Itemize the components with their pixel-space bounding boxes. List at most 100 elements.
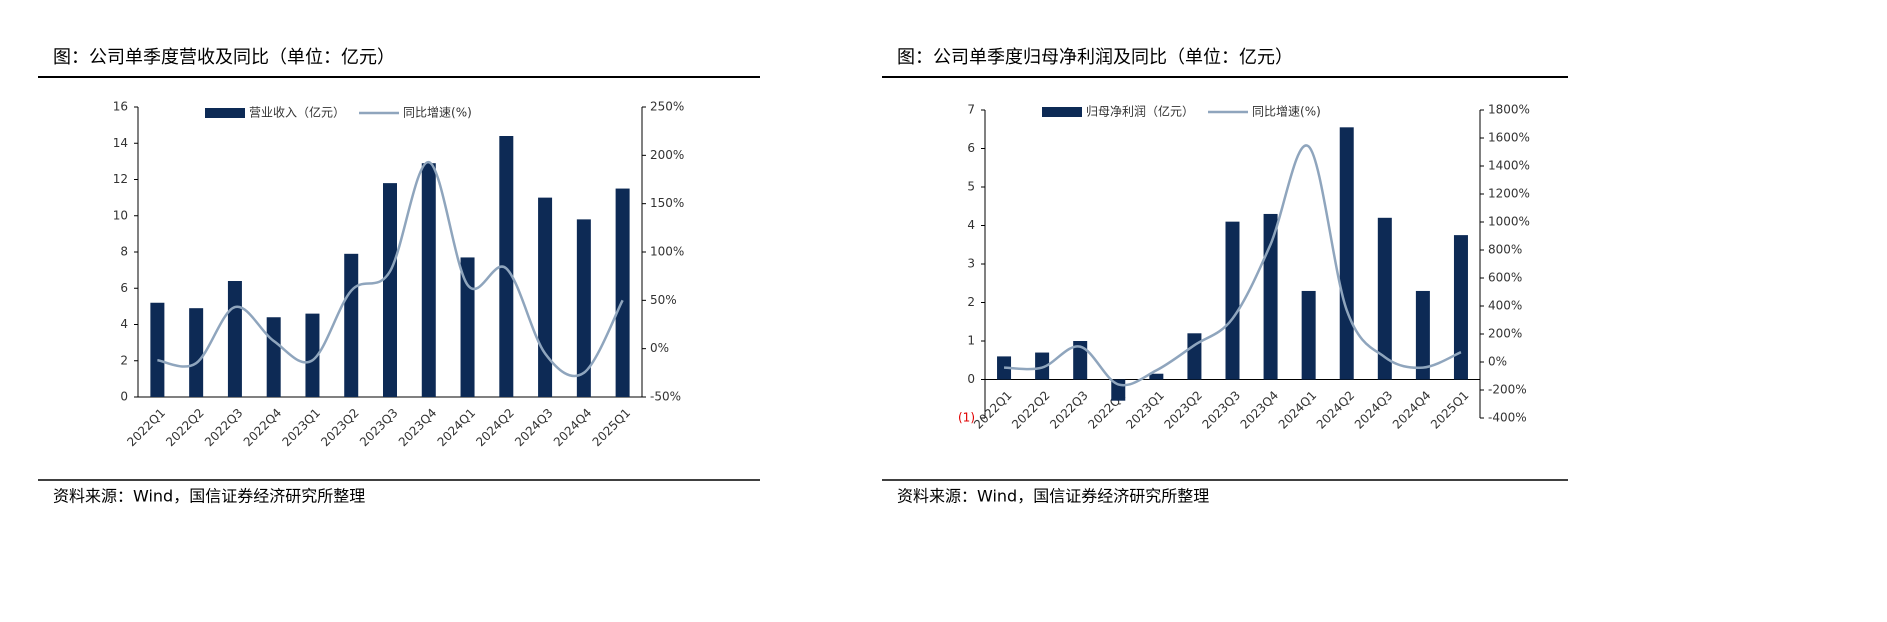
bar	[1263, 213, 1278, 380]
x-tick-label: 2025Q1	[1428, 388, 1472, 432]
y2-tick-label: 1800%	[1488, 103, 1530, 117]
y-tick-label: 2	[120, 353, 128, 367]
y-tick-label: 10	[113, 208, 128, 222]
x-tick-label: 2023Q3	[1200, 388, 1244, 432]
x-tick-label: 2024Q2	[1314, 388, 1358, 432]
x-tick-label: 2022Q4	[241, 406, 285, 450]
bar	[1225, 221, 1240, 380]
legend-label: 同比增速(%)	[403, 106, 472, 120]
bar	[305, 313, 320, 397]
x-tick-label: 2022Q3	[1047, 388, 1091, 432]
x-tick-label: 2022Q3	[202, 406, 246, 450]
bar	[1073, 341, 1088, 380]
y-tick-label: 5	[967, 180, 975, 194]
x-tick-label: 2024Q4	[1390, 388, 1434, 432]
legend-swatch	[205, 108, 245, 118]
bar	[1187, 333, 1202, 380]
bar	[227, 281, 242, 397]
source-note: 资料来源：Wind，国信证券经济研究所整理	[53, 487, 365, 506]
y2-tick-label: 100%	[650, 245, 684, 259]
bar	[1377, 217, 1392, 380]
bar	[576, 219, 591, 397]
bar	[615, 188, 630, 397]
y-tick-label: 14	[113, 136, 128, 150]
chart: 图：公司单季度营收及同比（单位：亿元） 资料来源：Wind，国信证券经济研究所整理…	[38, 47, 760, 506]
y-tick-label: 0	[120, 390, 128, 404]
y-tick-label: 3	[967, 257, 975, 271]
line	[157, 160, 624, 378]
y2-tick-label: 1600%	[1488, 131, 1530, 145]
bar	[1035, 352, 1050, 380]
x-tick-label: 2023Q4	[396, 406, 440, 450]
bar	[1339, 127, 1354, 380]
y-tick-label: 0	[967, 372, 975, 386]
bar	[1415, 290, 1430, 380]
y2-tick-label: 200%	[650, 148, 684, 162]
bar	[266, 317, 281, 397]
y2-tick-label: -200%	[1488, 383, 1527, 397]
y2-tick-label: 1400%	[1488, 159, 1530, 173]
chart: 图：公司单季度归母净利润及同比（单位：亿元） 资料来源：Wind，国信证券经济研究…	[882, 47, 1568, 506]
x-tick-label: 2022Q2	[163, 406, 207, 450]
bar	[1453, 235, 1468, 380]
y2-tick-label: -400%	[1488, 411, 1527, 425]
y2-tick-label: 200%	[1488, 327, 1522, 341]
x-tick-label: 2023Q3	[357, 406, 401, 450]
bar	[538, 197, 553, 397]
legend-label: 归母净利润（亿元）	[1086, 104, 1194, 119]
x-tick-label: 2022Q1	[971, 388, 1015, 432]
x-tick-label: 2022Q2	[1009, 388, 1053, 432]
x-tick-label: 2024Q1	[435, 406, 479, 450]
y-tick-label: 12	[113, 172, 128, 186]
y2-tick-label: 0%	[1488, 355, 1507, 369]
y-tick-label: 7	[967, 103, 975, 117]
x-tick-label: 2024Q1	[1276, 388, 1320, 432]
bar	[460, 257, 475, 397]
y2-tick-label: 400%	[1488, 299, 1522, 313]
y-tick-label: (1)	[958, 411, 975, 425]
y2-tick-label: 150%	[650, 196, 684, 210]
source-note: 资料来源：Wind，国信证券经济研究所整理	[897, 487, 1209, 506]
chart-title: 图：公司单季度归母净利润及同比（单位：亿元）	[897, 47, 1293, 68]
y-tick-label: 4	[120, 317, 128, 331]
bar	[150, 302, 165, 397]
bar	[421, 163, 436, 397]
x-tick-label: 2023Q4	[1238, 388, 1282, 432]
x-tick-label: 2024Q4	[551, 406, 595, 450]
y2-tick-label: 50%	[650, 293, 677, 307]
y-tick-label: 6	[120, 281, 128, 295]
x-tick-label: 2022Q1	[124, 406, 168, 450]
bar	[499, 136, 514, 397]
legend-swatch	[1042, 107, 1082, 117]
legend-label: 营业收入（亿元）	[249, 105, 345, 120]
y2-tick-label: 1200%	[1488, 187, 1530, 201]
y-tick-label: 16	[113, 100, 128, 114]
y-tick-label: 4	[967, 218, 975, 232]
x-tick-label: 2025Q1	[590, 406, 634, 450]
line	[1003, 144, 1462, 387]
y-tick-label: 1	[967, 334, 975, 348]
y2-tick-label: 1000%	[1488, 215, 1530, 229]
x-tick-label: 2023Q2	[1161, 388, 1205, 432]
y-tick-label: 8	[120, 245, 128, 259]
x-tick-label: 2023Q1	[1123, 388, 1167, 432]
y2-tick-label: -50%	[650, 390, 681, 404]
x-tick-label: 2023Q2	[318, 406, 362, 450]
bar	[344, 253, 359, 397]
x-tick-label: 2024Q2	[473, 406, 517, 450]
x-tick-label: 2024Q3	[512, 406, 556, 450]
y-tick-label: 2	[967, 295, 975, 309]
bar	[1301, 290, 1316, 380]
y2-tick-label: 600%	[1488, 271, 1522, 285]
y2-tick-label: 250%	[650, 100, 684, 114]
bar	[1149, 373, 1164, 380]
y2-tick-label: 0%	[650, 341, 669, 355]
bar	[189, 308, 204, 397]
x-tick-label: 2024Q3	[1352, 388, 1396, 432]
y2-tick-label: 800%	[1488, 243, 1522, 257]
legend-label: 同比增速(%)	[1252, 105, 1321, 119]
x-tick-label: 2023Q1	[279, 406, 323, 450]
y-tick-label: 6	[967, 141, 975, 155]
chart-title: 图：公司单季度营收及同比（单位：亿元）	[53, 47, 395, 68]
